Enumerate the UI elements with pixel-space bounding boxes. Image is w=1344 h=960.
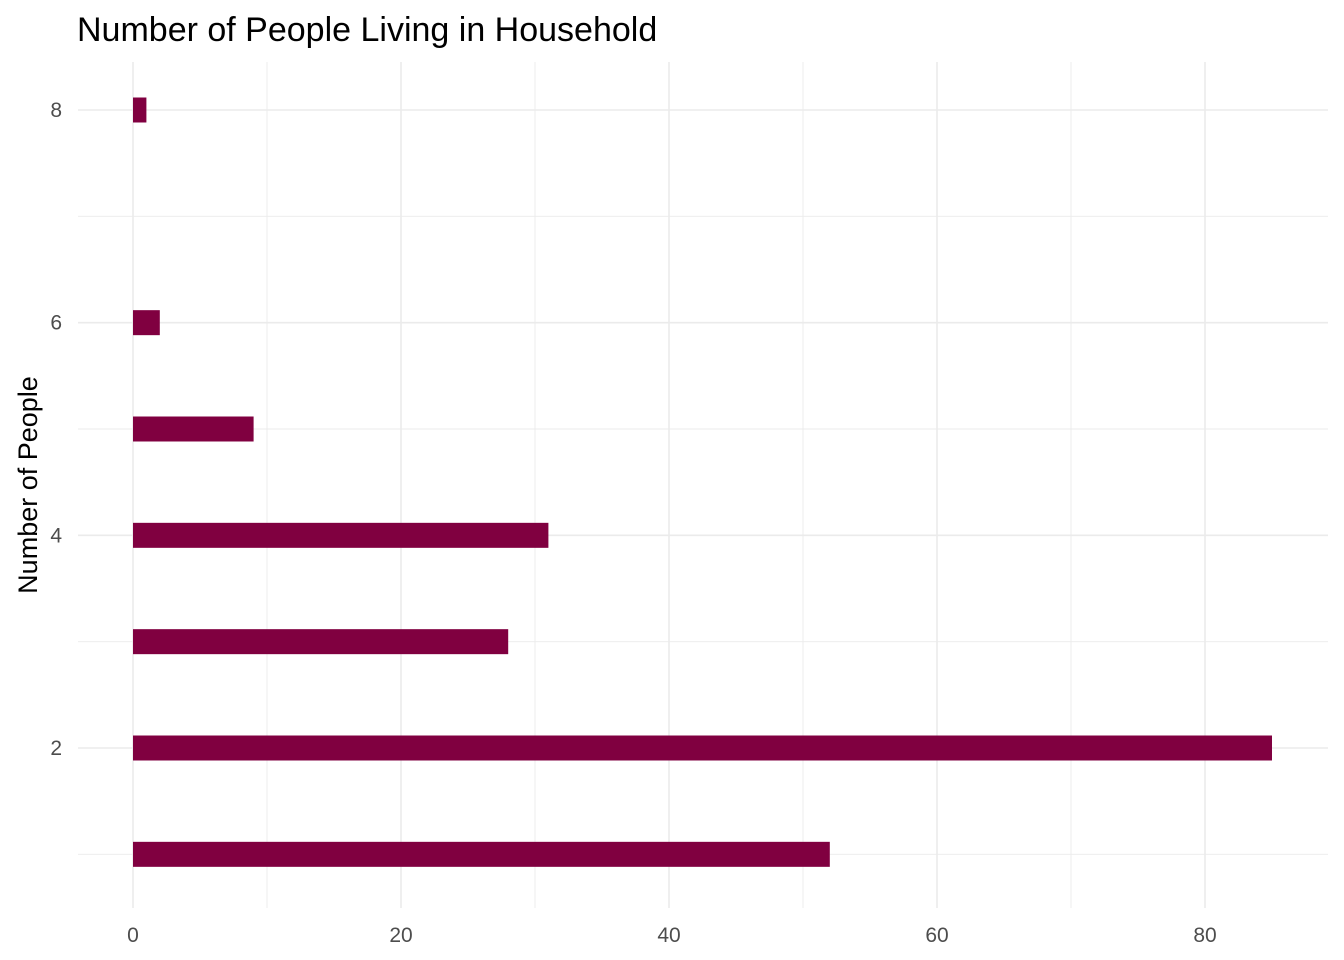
y-axis-title: Number of People bbox=[13, 376, 43, 594]
y-axis-ticks: 2 4 6 8 bbox=[50, 99, 62, 760]
bar-5 bbox=[133, 416, 254, 442]
bar-4 bbox=[133, 522, 549, 548]
bars bbox=[133, 97, 1272, 867]
bar-1 bbox=[133, 841, 830, 867]
x-tick-label: 20 bbox=[389, 924, 412, 947]
x-tick-label: 40 bbox=[657, 924, 680, 947]
y-tick-label: 2 bbox=[50, 737, 62, 760]
grid bbox=[78, 62, 1328, 908]
x-tick-label: 60 bbox=[925, 924, 948, 947]
bar-6 bbox=[133, 310, 160, 336]
x-tick-label: 0 bbox=[127, 924, 139, 947]
chart-title: Number of People Living in Household bbox=[77, 11, 657, 49]
x-axis-ticks: 0 20 40 60 80 bbox=[127, 924, 1217, 947]
x-tick-label: 80 bbox=[1193, 924, 1216, 947]
bar-8 bbox=[133, 97, 147, 123]
y-tick-label: 6 bbox=[50, 312, 62, 335]
bar-3 bbox=[133, 629, 509, 655]
bar-2 bbox=[133, 735, 1272, 761]
y-tick-label: 8 bbox=[50, 99, 62, 122]
y-tick-label: 4 bbox=[50, 524, 62, 547]
